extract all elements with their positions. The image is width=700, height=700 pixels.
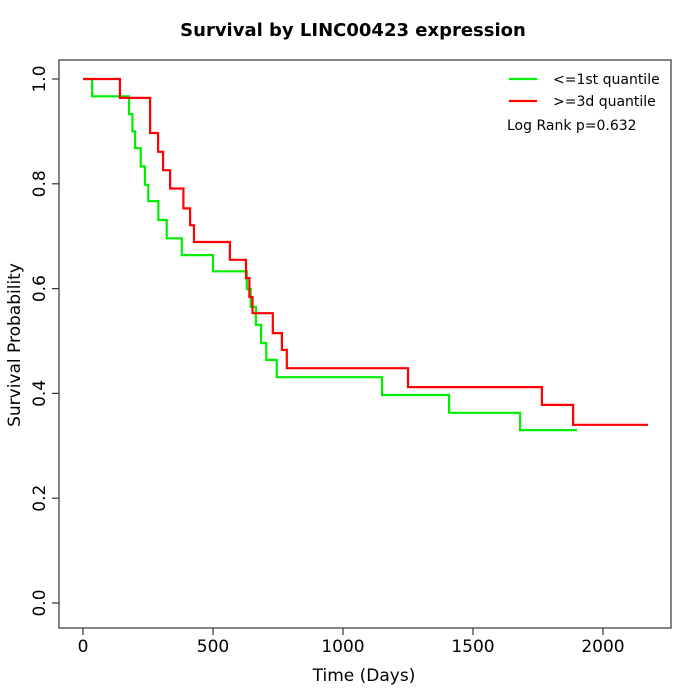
x-tick-label: 1500: [451, 637, 494, 657]
chart-title: Survival by LINC00423 expression: [180, 20, 526, 41]
y-tick-label: 0.2: [30, 485, 50, 512]
survival-curves: [83, 77, 648, 432]
y-tick-label: 0.8: [30, 170, 50, 197]
y-tick-label: 0.4: [30, 380, 50, 407]
x-tick-label: 2000: [581, 637, 624, 657]
y-tick-label: 0.0: [30, 589, 50, 616]
survival-curve-high-expression: [83, 77, 648, 426]
x-axis-ticks: 0 500 1000 1500 2000: [78, 628, 625, 657]
y-axis-label: Survival Probability: [5, 263, 25, 427]
y-tick-label: 0.6: [30, 275, 50, 302]
y-tick-label: 1.0: [30, 65, 50, 92]
legend: <=1st quantile >=3d quantile Log Rank p=…: [507, 72, 660, 134]
survival-curve-low-expression: [83, 77, 577, 432]
legend-label-low-expression: <=1st quantile: [553, 72, 660, 88]
y-axis-ticks: 0.0 0.2 0.4 0.6 0.8 1.0: [30, 65, 59, 617]
x-tick-label: 1000: [321, 637, 364, 657]
x-tick-label: 0: [78, 637, 89, 657]
plot-border: [58, 59, 672, 629]
legend-label-high-expression: >=3d quantile: [553, 94, 656, 110]
x-tick-label: 500: [197, 637, 229, 657]
x-axis-label: Time (Days): [312, 666, 416, 686]
logrank-annotation: Log Rank p=0.632: [507, 118, 637, 134]
